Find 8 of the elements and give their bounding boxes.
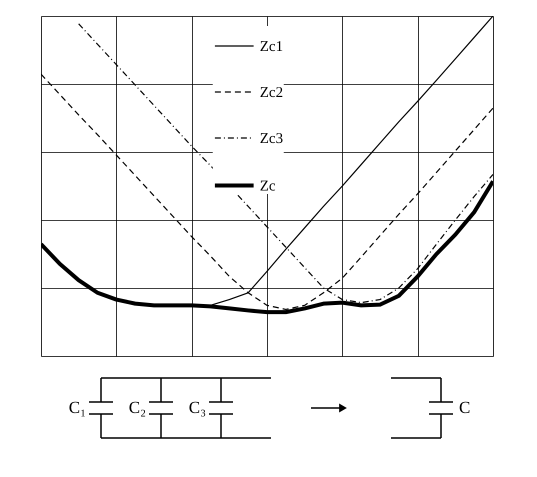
- text: C: [459, 398, 470, 417]
- legend-label: Zc1: [260, 39, 284, 55]
- text: C₁: [68, 398, 86, 417]
- text: C₂: [128, 398, 146, 417]
- legend-label: Zc: [260, 178, 276, 194]
- text: C₃: [188, 398, 206, 417]
- legend-label: Zc3: [260, 131, 284, 147]
- legend-label: Zc2: [260, 85, 284, 101]
